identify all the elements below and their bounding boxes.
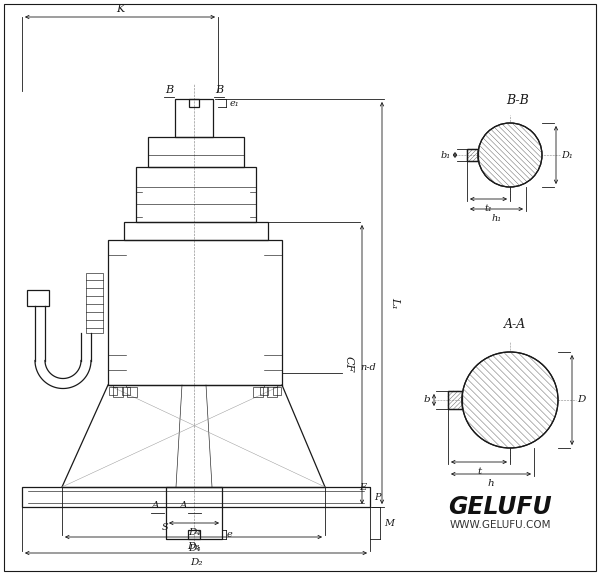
Bar [273,387,281,395]
Bar [148,137,244,167]
Bar [253,387,263,397]
Text: D₂: D₂ [190,558,202,567]
Bar [108,240,282,385]
Text: B: B [165,85,173,95]
Bar [127,387,137,397]
Text: D₃: D₃ [187,542,200,551]
Text: D₄: D₄ [188,544,200,553]
Bar [122,387,130,395]
Text: GELUFU: GELUFU [448,495,552,519]
Text: L₁: L₁ [390,297,400,309]
Bar [448,391,462,409]
Text: B: B [215,85,223,95]
Bar [189,99,199,107]
Text: e₁: e₁ [230,98,239,108]
Text: WWW.GELUFU.COM: WWW.GELUFU.COM [449,520,551,530]
Text: D₄: D₄ [188,528,200,537]
Bar [260,387,268,395]
Text: h₁: h₁ [491,214,502,223]
Text: h: h [488,479,494,488]
Circle shape [462,352,558,448]
Text: n-d: n-d [360,362,376,371]
Bar [22,487,370,507]
Bar [188,530,200,539]
Text: A: A [180,501,188,510]
Text: t₁: t₁ [485,204,493,213]
Bar [267,387,277,397]
Bar [175,99,213,137]
Text: P: P [374,493,380,501]
Bar [448,391,462,409]
Text: CF: CF [344,356,354,373]
Text: D₁: D₁ [561,151,573,159]
Text: S: S [162,523,169,532]
Text: B-B: B-B [506,94,529,108]
Text: b: b [424,396,430,404]
Bar [124,222,268,240]
Bar [86,273,103,332]
Bar [166,487,222,539]
Bar [113,387,123,397]
Circle shape [478,123,542,187]
Text: D: D [577,396,586,404]
Text: M: M [384,519,394,527]
Text: E: E [359,482,366,492]
Text: K: K [116,4,124,14]
Text: A: A [152,501,160,510]
Text: t: t [477,467,481,476]
Text: b₁: b₁ [441,151,451,159]
Bar [467,149,478,161]
Bar [27,289,49,305]
Bar [467,149,478,161]
Text: A-A: A-A [504,317,526,331]
Text: e: e [227,530,233,539]
Bar [109,387,117,395]
Bar [136,167,256,222]
